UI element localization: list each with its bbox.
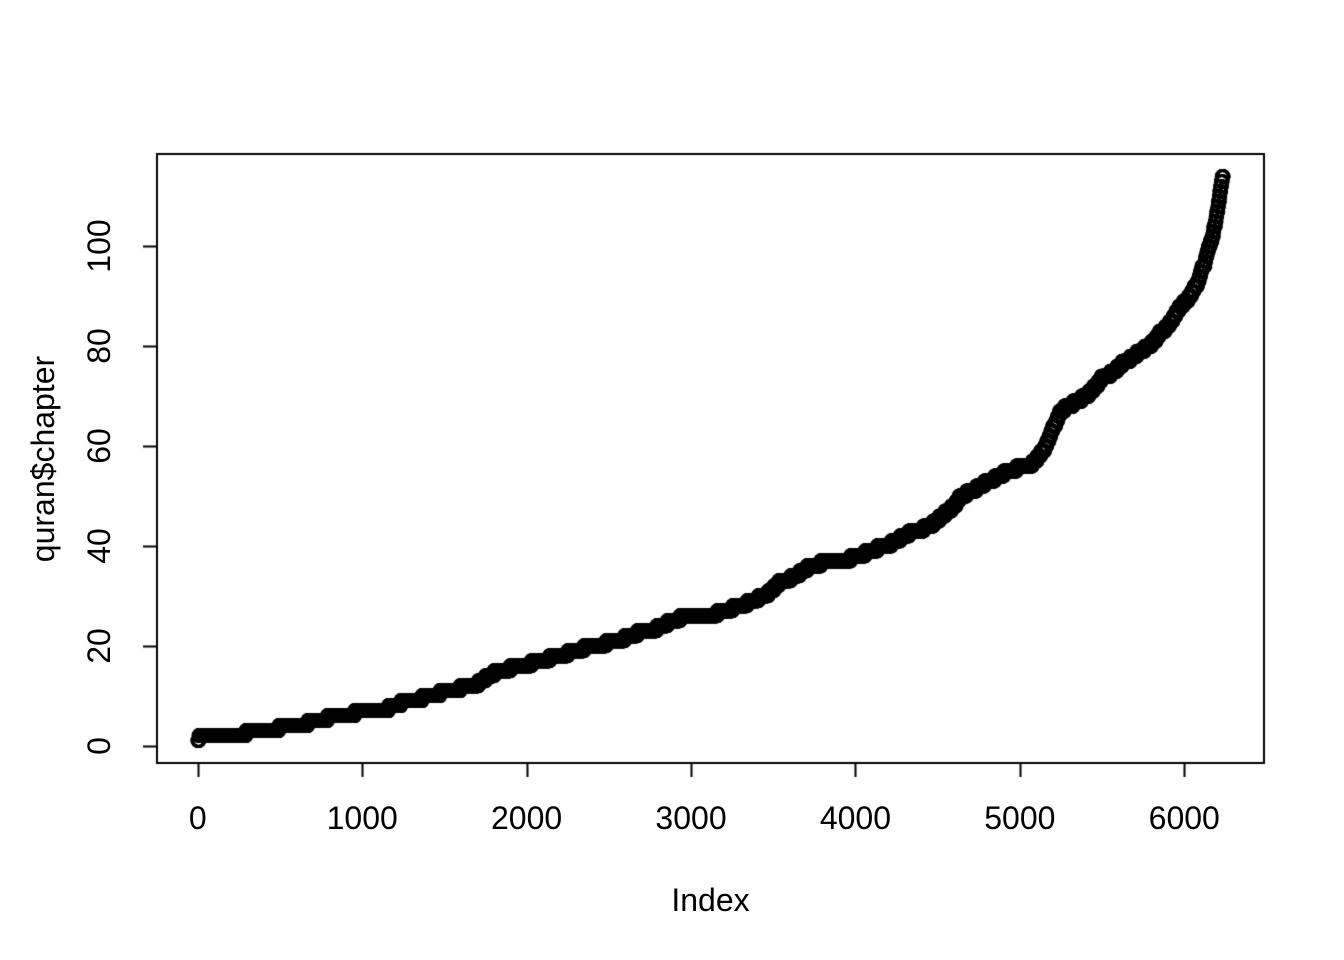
y-tick-label: 80 [81,328,117,364]
y-tick-label: 0 [81,736,117,755]
y-axis-title: quran$chapter [25,355,61,563]
x-tick-label: 0 [188,800,207,836]
x-tick-label: 6000 [1148,800,1220,836]
x-tick-label: 1000 [326,800,398,836]
y-tick-label: 60 [81,428,117,464]
x-tick-label: 5000 [984,800,1056,836]
x-tick-label: 3000 [655,800,727,836]
y-tick-label: 20 [81,627,117,664]
x-tick-label: 4000 [819,800,892,836]
x-tick-label: 2000 [491,800,563,836]
y-tick-label: 40 [81,528,117,564]
y-tick-label: 100 [81,219,117,274]
x-axis-title: Index [671,882,750,918]
